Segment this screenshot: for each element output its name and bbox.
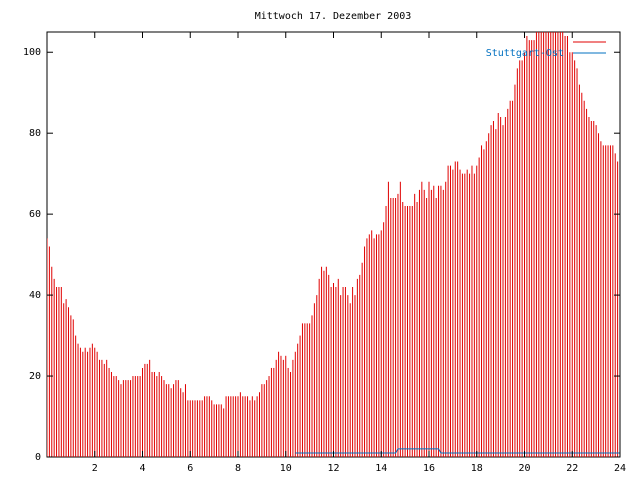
x-tick-label: 18 — [471, 463, 483, 474]
series-line — [295, 448, 620, 454]
y-tick-label: 0 — [35, 452, 41, 463]
y-tick-label: 40 — [29, 290, 41, 301]
x-tick-label: 2 — [92, 463, 98, 474]
y-tick-label: 100 — [23, 47, 41, 58]
x-tick-label: 14 — [375, 463, 387, 474]
x-tick-label: 12 — [327, 463, 339, 474]
x-tick-label: 8 — [235, 463, 241, 474]
y-tick-label: 80 — [29, 128, 41, 139]
x-tick-label: 20 — [518, 463, 530, 474]
x-tick-label: 22 — [566, 463, 578, 474]
plot-area — [47, 32, 620, 457]
x-tick-label: 16 — [423, 463, 435, 474]
y-tick-label: 20 — [29, 371, 41, 382]
y-tick-label: 60 — [29, 209, 41, 220]
x-tick-label: 24 — [614, 463, 626, 474]
legend-label: Stuttgart-Ost — [486, 48, 564, 59]
x-tick-label: 10 — [280, 463, 292, 474]
chart-title: Mittwoch 17. Dezember 2003 — [255, 11, 412, 22]
x-tick-label: 4 — [139, 463, 145, 474]
x-tick-label: 6 — [187, 463, 193, 474]
